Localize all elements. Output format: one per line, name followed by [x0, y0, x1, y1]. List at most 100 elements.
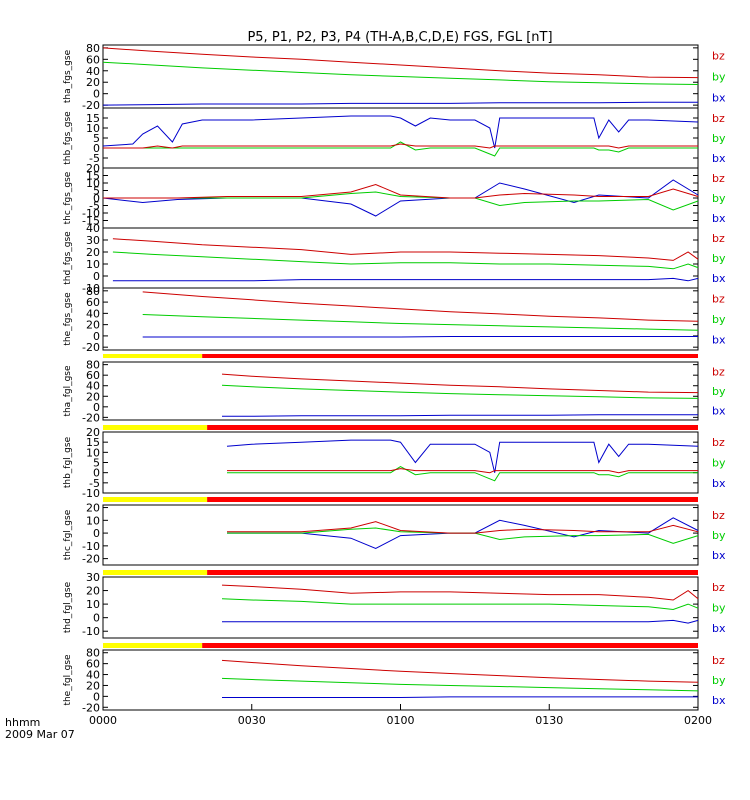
y-tick-label: 0	[93, 467, 100, 480]
mode-bar-slow	[103, 570, 208, 575]
y-tick-label: 20	[86, 246, 100, 259]
series-bx	[227, 517, 699, 549]
y-tick-label: -10	[82, 625, 100, 638]
y-tick-label: 0	[93, 270, 100, 283]
series-by	[103, 141, 698, 157]
mode-bar-fast	[207, 570, 698, 575]
series-bx	[222, 696, 698, 698]
legend-bz: bz	[712, 232, 725, 245]
y-tick-label: 0	[93, 142, 100, 155]
series-bz	[227, 521, 699, 534]
y-tick-label: -20	[82, 99, 100, 112]
mode-bar-slow	[103, 425, 208, 430]
y-tick-label: -5	[89, 200, 100, 213]
series-bx	[142, 336, 698, 338]
y-tick-label: 0	[93, 88, 100, 101]
y-tick-label: 80	[86, 647, 100, 660]
panel-frame	[102, 576, 699, 639]
series-bz	[103, 183, 699, 199]
y-tick-label: 15	[86, 436, 100, 449]
panel-frame	[102, 504, 699, 566]
y-axis-label: tha_fgl_gse	[63, 365, 73, 417]
series-bx	[102, 101, 698, 106]
series-bz	[142, 291, 699, 322]
time-axis-label-date: 2009 Mar 07	[5, 728, 75, 741]
y-axis-label: thd_fgs_gse	[63, 231, 73, 285]
legend-by: by	[712, 385, 726, 398]
series-bx	[102, 115, 699, 149]
y-tick-label: 40	[86, 669, 100, 682]
series-bx	[226, 439, 699, 473]
y-tick-label: -20	[82, 701, 100, 714]
legend-bx: bx	[712, 549, 726, 562]
y-tick-label: 15	[86, 170, 100, 183]
x-tick-label: 0130	[535, 714, 563, 727]
legend-bz: bz	[712, 581, 725, 594]
y-tick-label: 10	[86, 177, 100, 190]
y-tick-label: 0	[93, 690, 100, 703]
series-bx	[112, 277, 699, 282]
y-tick-label: 5	[93, 185, 100, 198]
y-tick-label: 40	[86, 222, 100, 235]
y-tick-label: 60	[86, 53, 100, 66]
legend-bz: bz	[712, 366, 725, 379]
legend-bz: bz	[712, 436, 725, 449]
series-by	[102, 61, 699, 85]
mode-bar-fast	[202, 354, 698, 358]
mode-bar-slow	[103, 643, 203, 648]
y-tick-label: 60	[86, 296, 100, 309]
y-tick-label: 10	[86, 258, 100, 271]
mode-bar-slow	[103, 497, 208, 502]
panel-frame	[102, 287, 699, 351]
y-tick-label: 0	[93, 527, 100, 540]
legend-bx: bx	[712, 152, 726, 165]
y-tick-label: -10	[82, 282, 100, 295]
series-by	[227, 466, 698, 482]
legend-bx: bx	[712, 622, 726, 635]
y-tick-label: 20	[86, 426, 100, 439]
y-tick-label: 10	[86, 514, 100, 527]
y-tick-label: -10	[82, 540, 100, 553]
legend-by: by	[712, 132, 726, 145]
y-axis-label: thc_fgl_gse	[63, 509, 73, 560]
legend-bz: bz	[712, 172, 725, 185]
legend-bx: bx	[712, 272, 726, 285]
legend-bx: bx	[712, 477, 726, 490]
legend-bx: bx	[712, 694, 726, 707]
series-by	[221, 677, 699, 692]
series-bx	[222, 619, 699, 624]
time-axis-label-units: hhmm	[5, 716, 40, 729]
panel-frame	[102, 107, 699, 169]
y-tick-label: -10	[82, 207, 100, 220]
plot-title: P5, P1, P2, P3, P4 (TH-A,B,C,D,E) FGS, F…	[247, 30, 552, 45]
y-tick-label: 10	[86, 598, 100, 611]
y-tick-label: 0	[93, 192, 100, 205]
y-tick-label: 20	[86, 162, 100, 175]
series-bz	[103, 143, 698, 149]
series-bz	[112, 238, 699, 261]
y-tick-label: 40	[86, 307, 100, 320]
panel-frame	[102, 431, 699, 494]
legend-by: by	[712, 252, 726, 265]
y-tick-label: 0	[93, 401, 100, 414]
series-bz	[102, 47, 699, 79]
legend-bz: bz	[712, 509, 725, 522]
y-tick-label: -5	[89, 152, 100, 165]
series-bz	[227, 468, 698, 474]
y-tick-label: 30	[86, 234, 100, 247]
y-tick-label: 5	[93, 132, 100, 145]
legend-by: by	[712, 71, 726, 84]
panel-frame	[102, 227, 699, 289]
x-tick-label: 0000	[89, 714, 117, 727]
y-axis-label: thb_fgl_gse	[63, 436, 73, 488]
series-bz	[221, 659, 699, 683]
y-tick-label: 20	[86, 585, 100, 598]
